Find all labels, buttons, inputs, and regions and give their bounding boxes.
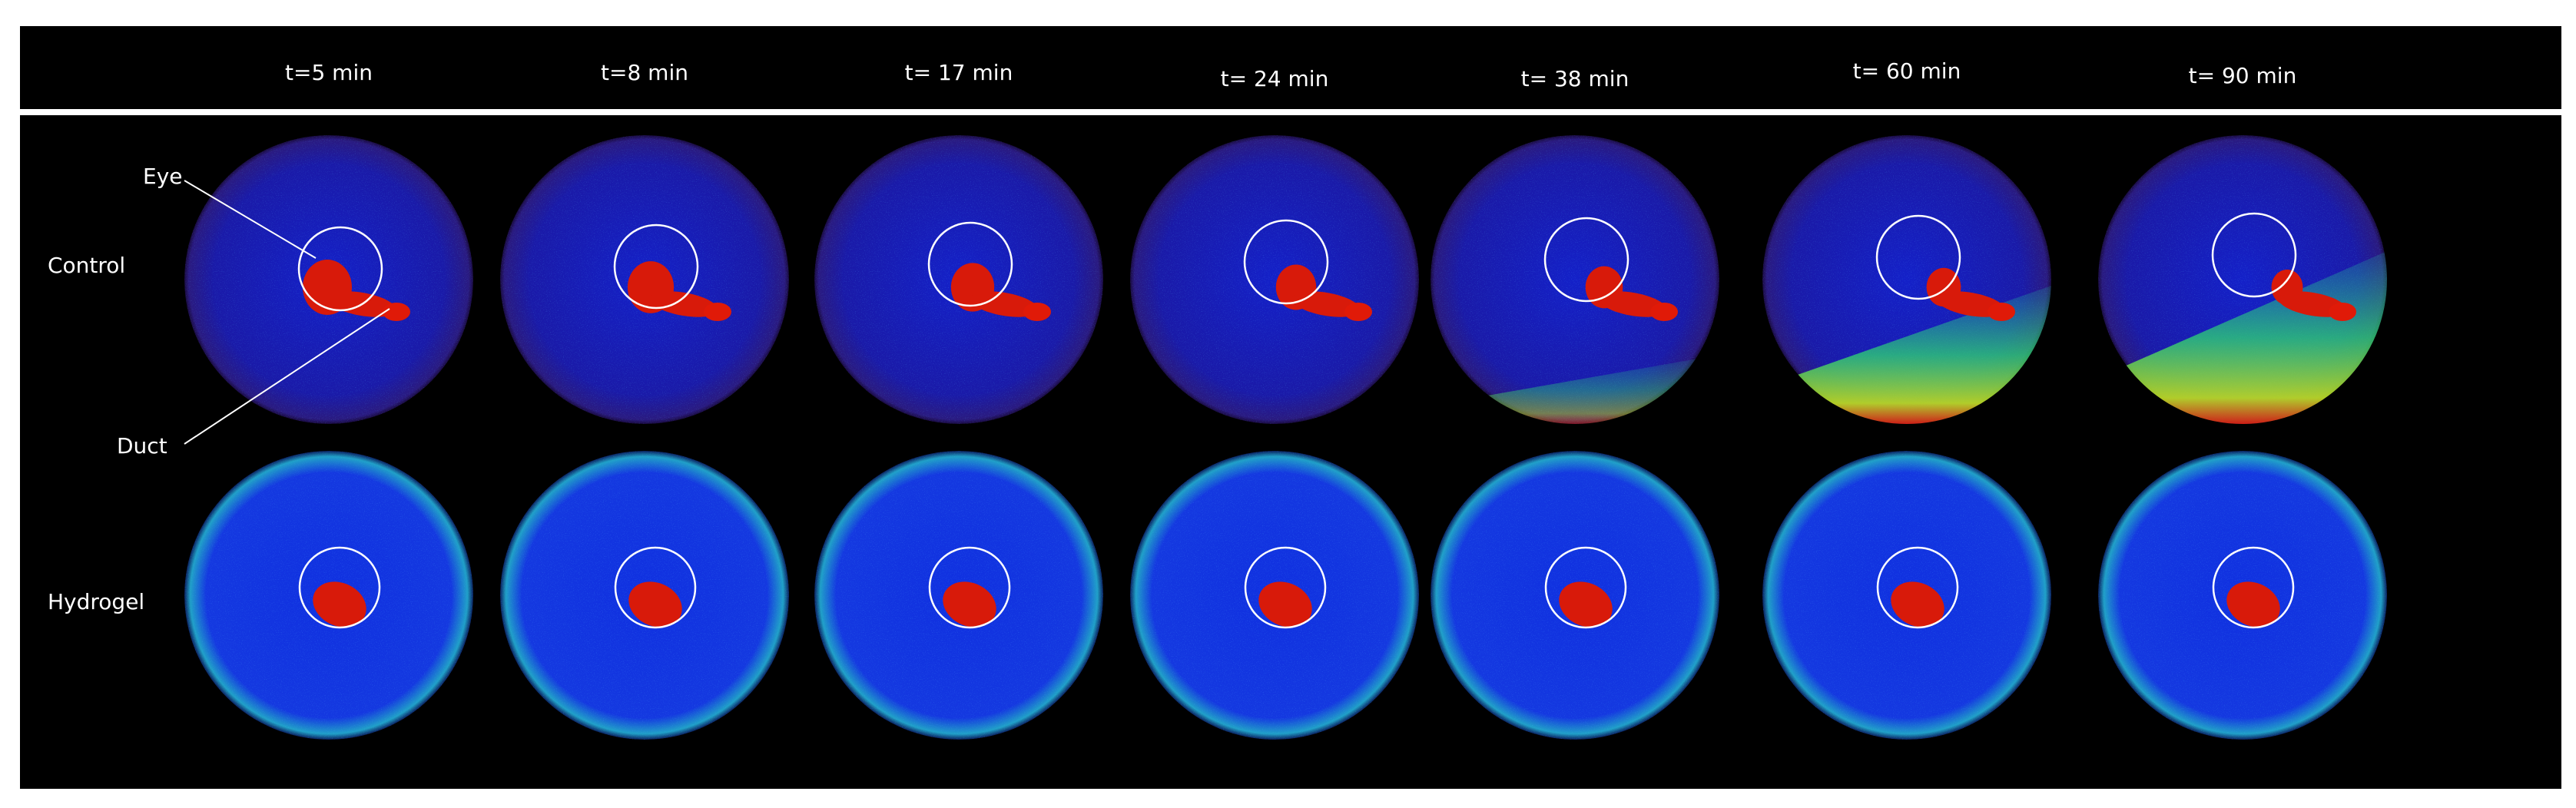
eye-blob [2226, 581, 2280, 628]
eye-pointer [184, 180, 317, 259]
eye-ring [1544, 546, 1627, 629]
duct-tip [704, 303, 731, 321]
duct-label: Duct [117, 433, 167, 459]
time-label: t=8 min [601, 60, 688, 85]
eye-ring [928, 546, 1011, 629]
duct-tip [383, 303, 410, 321]
eye-ring [2212, 546, 2295, 629]
eye-blob [943, 581, 996, 628]
eye-blob [1559, 581, 1613, 628]
header-divider [20, 109, 2561, 115]
time-label: t= 24 min [1221, 66, 1329, 91]
eye-ring [1875, 214, 1961, 300]
eye-blob [628, 581, 682, 628]
dish [1431, 451, 1719, 740]
dish [814, 451, 1103, 740]
eye-label: Eye [143, 164, 183, 189]
eye-ring [614, 546, 697, 629]
eye-blob [313, 581, 366, 628]
eye-ring [613, 224, 699, 310]
eye-blob [1891, 581, 1944, 628]
content: t=5 min t=8 min t= 17 min t= 24 min t= 38 mi… [48, 58, 2387, 740]
eye-ring [1244, 546, 1327, 629]
row-label: Control [48, 253, 125, 278]
duct-tip [1344, 303, 1372, 321]
dish [1762, 451, 2051, 740]
duct-tip [2329, 303, 2356, 321]
time-label: t=5 min [285, 60, 373, 85]
time-label: t= 38 min [1521, 66, 1629, 91]
eye-ring [927, 221, 1013, 307]
duct-blob [970, 291, 1039, 317]
dish-speckle [1130, 135, 1419, 424]
duct-tip [1650, 303, 1678, 321]
time-label: t= 60 min [1853, 58, 1961, 84]
eye-blob [1258, 581, 1312, 628]
row-label: Hydrogel [48, 589, 144, 614]
time-label: t= 17 min [905, 60, 1013, 85]
dish [184, 135, 473, 424]
eye-ring [1243, 219, 1329, 305]
duct-blob [1291, 291, 1361, 317]
dish [500, 451, 789, 740]
eye-ring [297, 226, 383, 312]
dish [1130, 451, 1419, 740]
duct-tip [1023, 303, 1051, 321]
dish [1431, 135, 1719, 424]
duct-blob [649, 291, 718, 317]
time-label: t= 90 min [2189, 63, 2297, 88]
dye-flood [1762, 286, 2051, 424]
dish [2098, 135, 2387, 424]
dish [500, 135, 789, 424]
dish [1762, 135, 2051, 424]
duct-blob [1598, 291, 1667, 317]
eye-ring [298, 546, 381, 629]
dish [814, 135, 1103, 424]
dish [2098, 451, 2387, 740]
dish [184, 451, 473, 740]
eye-ring [2211, 212, 2297, 298]
dish [1130, 135, 1419, 424]
duct-pointer [184, 308, 390, 445]
duct-tip [1988, 303, 2015, 321]
eye-ring [1876, 546, 1959, 629]
eye-ring [1543, 217, 1629, 303]
